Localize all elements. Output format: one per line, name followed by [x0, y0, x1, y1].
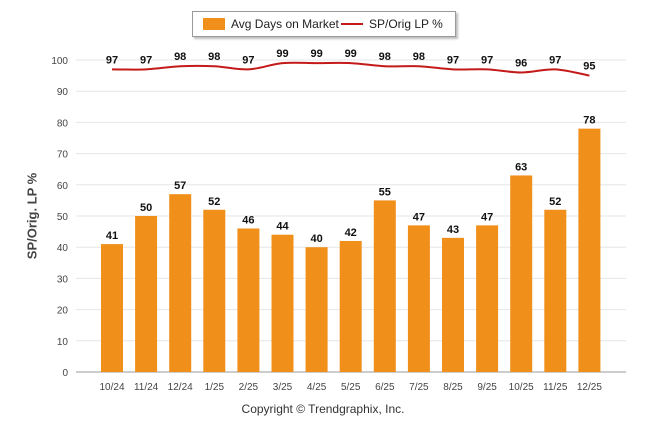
- bar-data-labels: 41 50 57 52 46 44 40 42 55 47 43 47 63 52 78: [106, 115, 596, 246]
- x-tick-label: 5/25: [341, 382, 361, 393]
- x-tick-label: 10/24: [99, 382, 124, 393]
- bar[interactable]: [101, 244, 123, 372]
- y-tick-label: 20: [57, 306, 69, 317]
- x-tick-label: 7/25: [409, 382, 429, 393]
- legend-swatch-line: [341, 23, 363, 25]
- y-tick-label: 80: [57, 118, 69, 129]
- y-axis-ticks: 0 10 20 30 40 50 60 70 80 90 100: [51, 56, 68, 379]
- line-value-label: 99: [276, 48, 288, 60]
- x-tick-label: 4/25: [307, 382, 327, 393]
- line-value-label: 98: [379, 51, 391, 63]
- x-tick-label: 12/24: [168, 382, 193, 393]
- bar-series: [101, 128, 601, 372]
- x-axis-ticks: 10/24 11/24 12/24 1/25 2/25 3/25 4/25 5/25 6/25 7…: [99, 382, 602, 393]
- y-tick-label: 50: [57, 212, 69, 223]
- bar-value-label: 52: [549, 196, 561, 208]
- bar-value-label: 47: [481, 211, 493, 223]
- line-value-label: 95: [583, 61, 595, 73]
- y-tick-label: 90: [57, 87, 69, 98]
- bar[interactable]: [203, 209, 226, 372]
- x-tick-label: 2/25: [239, 382, 259, 393]
- bar-value-label: 41: [106, 230, 118, 242]
- bar[interactable]: [578, 128, 601, 372]
- line-value-label: 99: [345, 48, 357, 60]
- bar-value-label: 57: [174, 180, 186, 192]
- y-tick-label: 10: [57, 337, 69, 348]
- copyright-text: Copyright © Trendgraphix, Inc.: [241, 402, 405, 416]
- x-tick-label: 12/25: [577, 382, 602, 393]
- bar-value-label: 43: [447, 224, 459, 236]
- bar[interactable]: [373, 200, 396, 372]
- bar-value-label: 50: [140, 202, 152, 214]
- x-tick-label: 11/24: [134, 382, 159, 393]
- line-path[interactable]: [111, 61, 590, 77]
- line-series: [111, 61, 590, 77]
- bar[interactable]: [442, 237, 464, 372]
- y-tick-label: 0: [62, 368, 68, 379]
- bar-value-label: 55: [379, 186, 391, 198]
- bar-value-label: 47: [413, 211, 425, 223]
- line-value-label: 97: [549, 54, 561, 66]
- bar-value-label: 42: [345, 227, 357, 239]
- x-tick-label: 9/25: [477, 382, 497, 393]
- x-tick-label: 11/25: [543, 382, 568, 393]
- bar[interactable]: [476, 225, 499, 372]
- y-tick-label: 30: [57, 274, 69, 285]
- bar[interactable]: [169, 194, 192, 372]
- line-value-label: 98: [208, 51, 220, 63]
- y-tick-label: 60: [57, 181, 69, 192]
- bar[interactable]: [339, 240, 362, 372]
- bar-value-label: 46: [242, 214, 254, 226]
- line-value-label: 97: [481, 54, 493, 66]
- line-data-labels: 97 97 98 98 97 99 99 99 98 98 97 97 96 97 95: [106, 48, 596, 72]
- bar[interactable]: [544, 209, 567, 372]
- x-tick-label: 6/25: [375, 382, 395, 393]
- bar[interactable]: [510, 175, 533, 372]
- x-tick-label: 3/25: [273, 382, 293, 393]
- legend-label-line: SP/Orig LP %: [369, 17, 443, 31]
- legend-label-bar: Avg Days on Market: [231, 17, 339, 31]
- legend: Avg Days on Market SP/Orig LP %: [192, 11, 456, 37]
- bar-value-label: 63: [515, 161, 527, 173]
- legend-swatch-bar: [203, 18, 225, 30]
- line-value-label: 97: [140, 54, 152, 66]
- y-tick-label: 70: [57, 150, 69, 161]
- y-tick-label: 40: [57, 243, 69, 254]
- bar-value-label: 52: [208, 196, 220, 208]
- bar[interactable]: [271, 234, 294, 372]
- line-value-label: 97: [106, 54, 118, 66]
- y-tick-label: 100: [51, 56, 68, 67]
- bar[interactable]: [237, 228, 260, 372]
- bar[interactable]: [305, 247, 328, 372]
- x-tick-label: 8/25: [443, 382, 463, 393]
- line-value-label: 98: [413, 51, 425, 63]
- bar-value-label: 44: [276, 221, 289, 233]
- x-tick-label: 10/25: [509, 382, 534, 393]
- bar[interactable]: [135, 216, 158, 372]
- bar-value-label: 78: [583, 115, 595, 127]
- line-value-label: 97: [242, 54, 254, 66]
- line-value-label: 97: [447, 54, 459, 66]
- bar[interactable]: [407, 225, 430, 372]
- x-tick-label: 1/25: [205, 382, 225, 393]
- line-value-label: 96: [515, 57, 527, 69]
- line-value-label: 99: [310, 48, 322, 60]
- y-axis-label: SP/Orig. LP %: [24, 172, 40, 260]
- line-value-label: 98: [174, 51, 186, 63]
- bar-value-label: 40: [310, 233, 322, 245]
